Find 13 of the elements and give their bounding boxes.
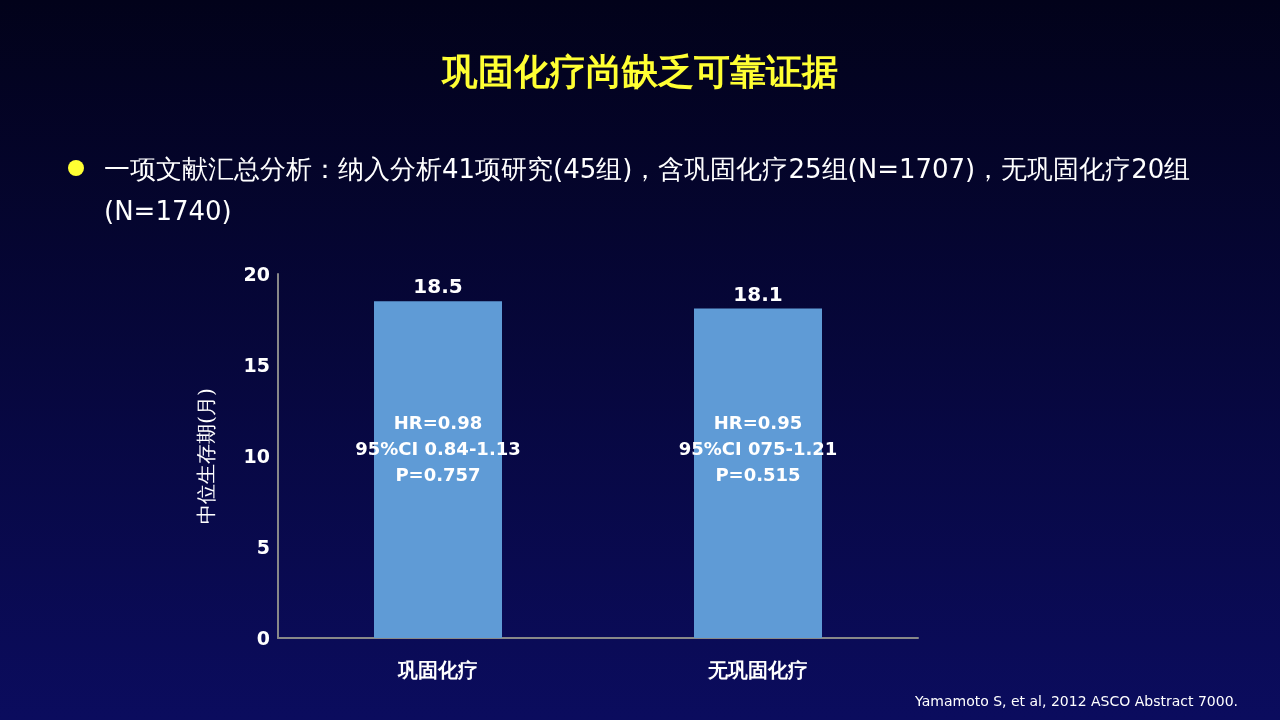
y-tick-label: 5 [256,536,270,558]
chart-title: 巩固化疗尚缺乏可靠证据 [441,50,838,92]
chart-subtitle: 一项文献汇总分析：纳入分析41项研究(45组)，含巩固化疗25组(N=1707)，无巩固化疗20组(N=1740) [104,153,1192,228]
y-tick-label: 20 [243,263,270,285]
y-tick-label: 15 [243,354,270,376]
data-label: 18.1 [733,281,783,306]
data-label: 18.5 [413,274,463,299]
y-tick-label: 0 [256,627,270,649]
x-tick-label: 巩固化疗 [397,658,478,682]
y-tick-label: 10 [243,445,270,467]
text: Yamamoto S, et al, 2012 ASCO Abstract 7000. [914,693,1239,709]
x-tick-label: 无巩固化疗 [707,658,808,682]
y-axis-title: 中位生存期(月) [194,388,218,524]
